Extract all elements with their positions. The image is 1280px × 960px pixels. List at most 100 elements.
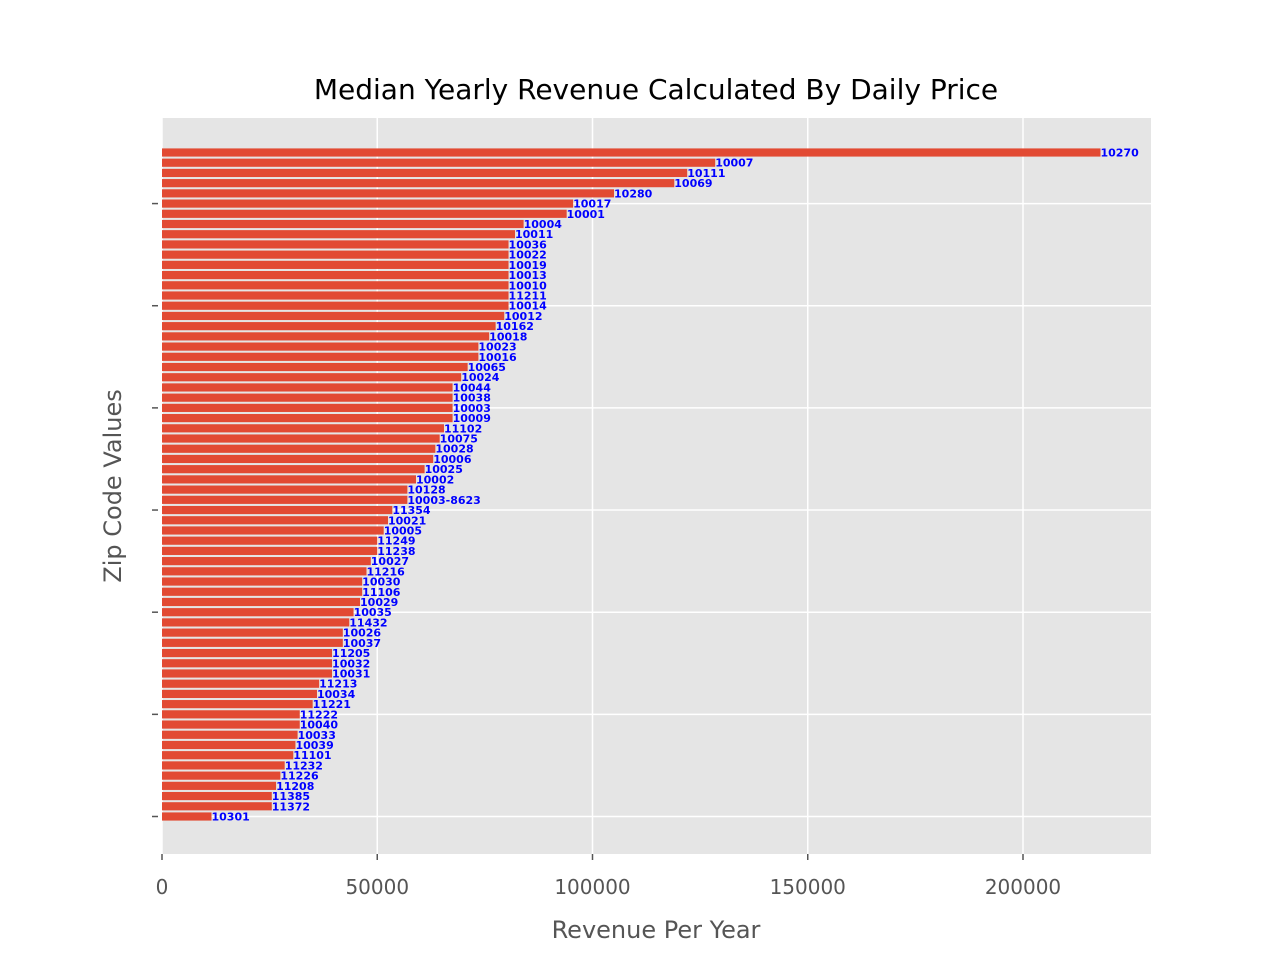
bar (162, 516, 389, 525)
bar (162, 424, 444, 433)
bar (162, 158, 716, 167)
bar-value-label: 10029 (360, 596, 398, 609)
bar-value-label: 10023 (478, 341, 516, 354)
x-tick-label: 100000 (554, 875, 630, 899)
bar-value-label: 10028 (435, 443, 473, 456)
x-tick-label: 200000 (985, 875, 1061, 899)
bar-value-label: 11372 (272, 800, 310, 813)
x-tick-label: 0 (156, 875, 169, 899)
bar (162, 403, 453, 412)
bar (162, 587, 363, 596)
bar (162, 577, 363, 586)
bar (162, 209, 567, 218)
bar (162, 740, 296, 750)
bar (162, 322, 496, 331)
bar-value-label: 11205 (332, 647, 370, 660)
bar (162, 414, 453, 423)
bar-value-label: 10005 (384, 524, 422, 537)
bar-value-label: 10031 (332, 667, 370, 680)
bar-value-label: 10111 (687, 167, 725, 180)
bar-value-label: 10033 (298, 729, 336, 742)
chart-title: Median Yearly Revenue Calculated By Dail… (314, 73, 998, 106)
bar (162, 679, 320, 688)
bar (162, 771, 281, 780)
bar-value-label: 10036 (509, 238, 548, 251)
bar (162, 781, 277, 790)
bar (162, 260, 509, 269)
bar (162, 291, 509, 300)
bar (162, 230, 516, 239)
bar (162, 281, 509, 290)
bar (162, 250, 509, 259)
bar-value-label: 10065 (468, 361, 506, 374)
x-axis-label: Revenue Per Year (552, 916, 761, 944)
bar-value-label: 10040 (300, 719, 339, 732)
bar-value-label: 10026 (343, 627, 382, 640)
bar (162, 301, 509, 310)
bars-group (162, 148, 1101, 821)
bar (162, 332, 490, 341)
bar-value-label: 11101 (293, 749, 331, 762)
bar-value-label: 10014 (509, 300, 548, 313)
bar-value-label: 10069 (674, 177, 712, 190)
bar (162, 465, 425, 474)
bar (162, 648, 333, 658)
bar (162, 485, 408, 494)
bar (162, 720, 300, 729)
bar (162, 219, 524, 229)
bar-value-label: 10016 (478, 351, 517, 364)
bar-value-label: 10010 (509, 279, 548, 292)
bar-value-label: 11106 (362, 586, 401, 599)
bar (162, 168, 688, 178)
bar-value-label: 10003 (453, 402, 491, 415)
bar-value-label: 10162 (496, 320, 534, 333)
bar-value-label: 10001 (567, 208, 605, 221)
bar-value-label: 10270 (1100, 147, 1139, 160)
bar (162, 454, 434, 464)
bar-value-label: 11385 (272, 790, 310, 803)
bar-value-label: 10002 (416, 473, 454, 486)
bar (162, 557, 371, 566)
bar-value-label: 10018 (489, 330, 527, 343)
bar-value-label: 11208 (276, 780, 314, 793)
x-tick-label: 150000 (770, 875, 846, 899)
bar-value-label: 10037 (343, 637, 381, 650)
bar-value-label: 11211 (509, 290, 547, 303)
bar-value-label: 11216 (366, 565, 405, 578)
bar-value-label: 10075 (440, 433, 478, 446)
bar (162, 179, 675, 188)
bar-value-label: 10013 (509, 269, 547, 282)
bar-value-label: 10038 (453, 392, 491, 405)
bar (162, 700, 313, 709)
bar (162, 802, 272, 811)
bar (162, 393, 453, 402)
bar (162, 505, 393, 515)
bar (162, 608, 354, 617)
bar-value-label: 10044 (453, 381, 492, 394)
bar-value-label: 11432 (349, 616, 387, 629)
bar (162, 199, 574, 208)
y-axis-ticks (152, 202, 158, 818)
bar (162, 475, 416, 484)
bar (162, 597, 361, 607)
bar (162, 751, 294, 760)
bar (162, 628, 343, 637)
bar-value-label: 10301 (212, 811, 250, 824)
bar-value-label: 11102 (444, 422, 482, 435)
bar-value-label: 10034 (317, 688, 356, 701)
y-axis-label: Zip Code Values (99, 389, 127, 582)
bar-value-label: 10039 (295, 739, 333, 752)
x-axis-ticks: 0 50000 100000 150000 200000 (156, 854, 1061, 899)
bar (162, 362, 468, 372)
bar (162, 373, 462, 382)
bar-value-label: 10011 (515, 228, 553, 241)
bar-value-label: 10025 (425, 463, 463, 476)
bar-value-label: 10021 (388, 514, 426, 527)
bar (162, 638, 343, 647)
bar-value-label: 10280 (614, 187, 653, 200)
bar (162, 311, 505, 321)
bar (162, 659, 333, 668)
bar-value-label: 11238 (377, 545, 415, 558)
